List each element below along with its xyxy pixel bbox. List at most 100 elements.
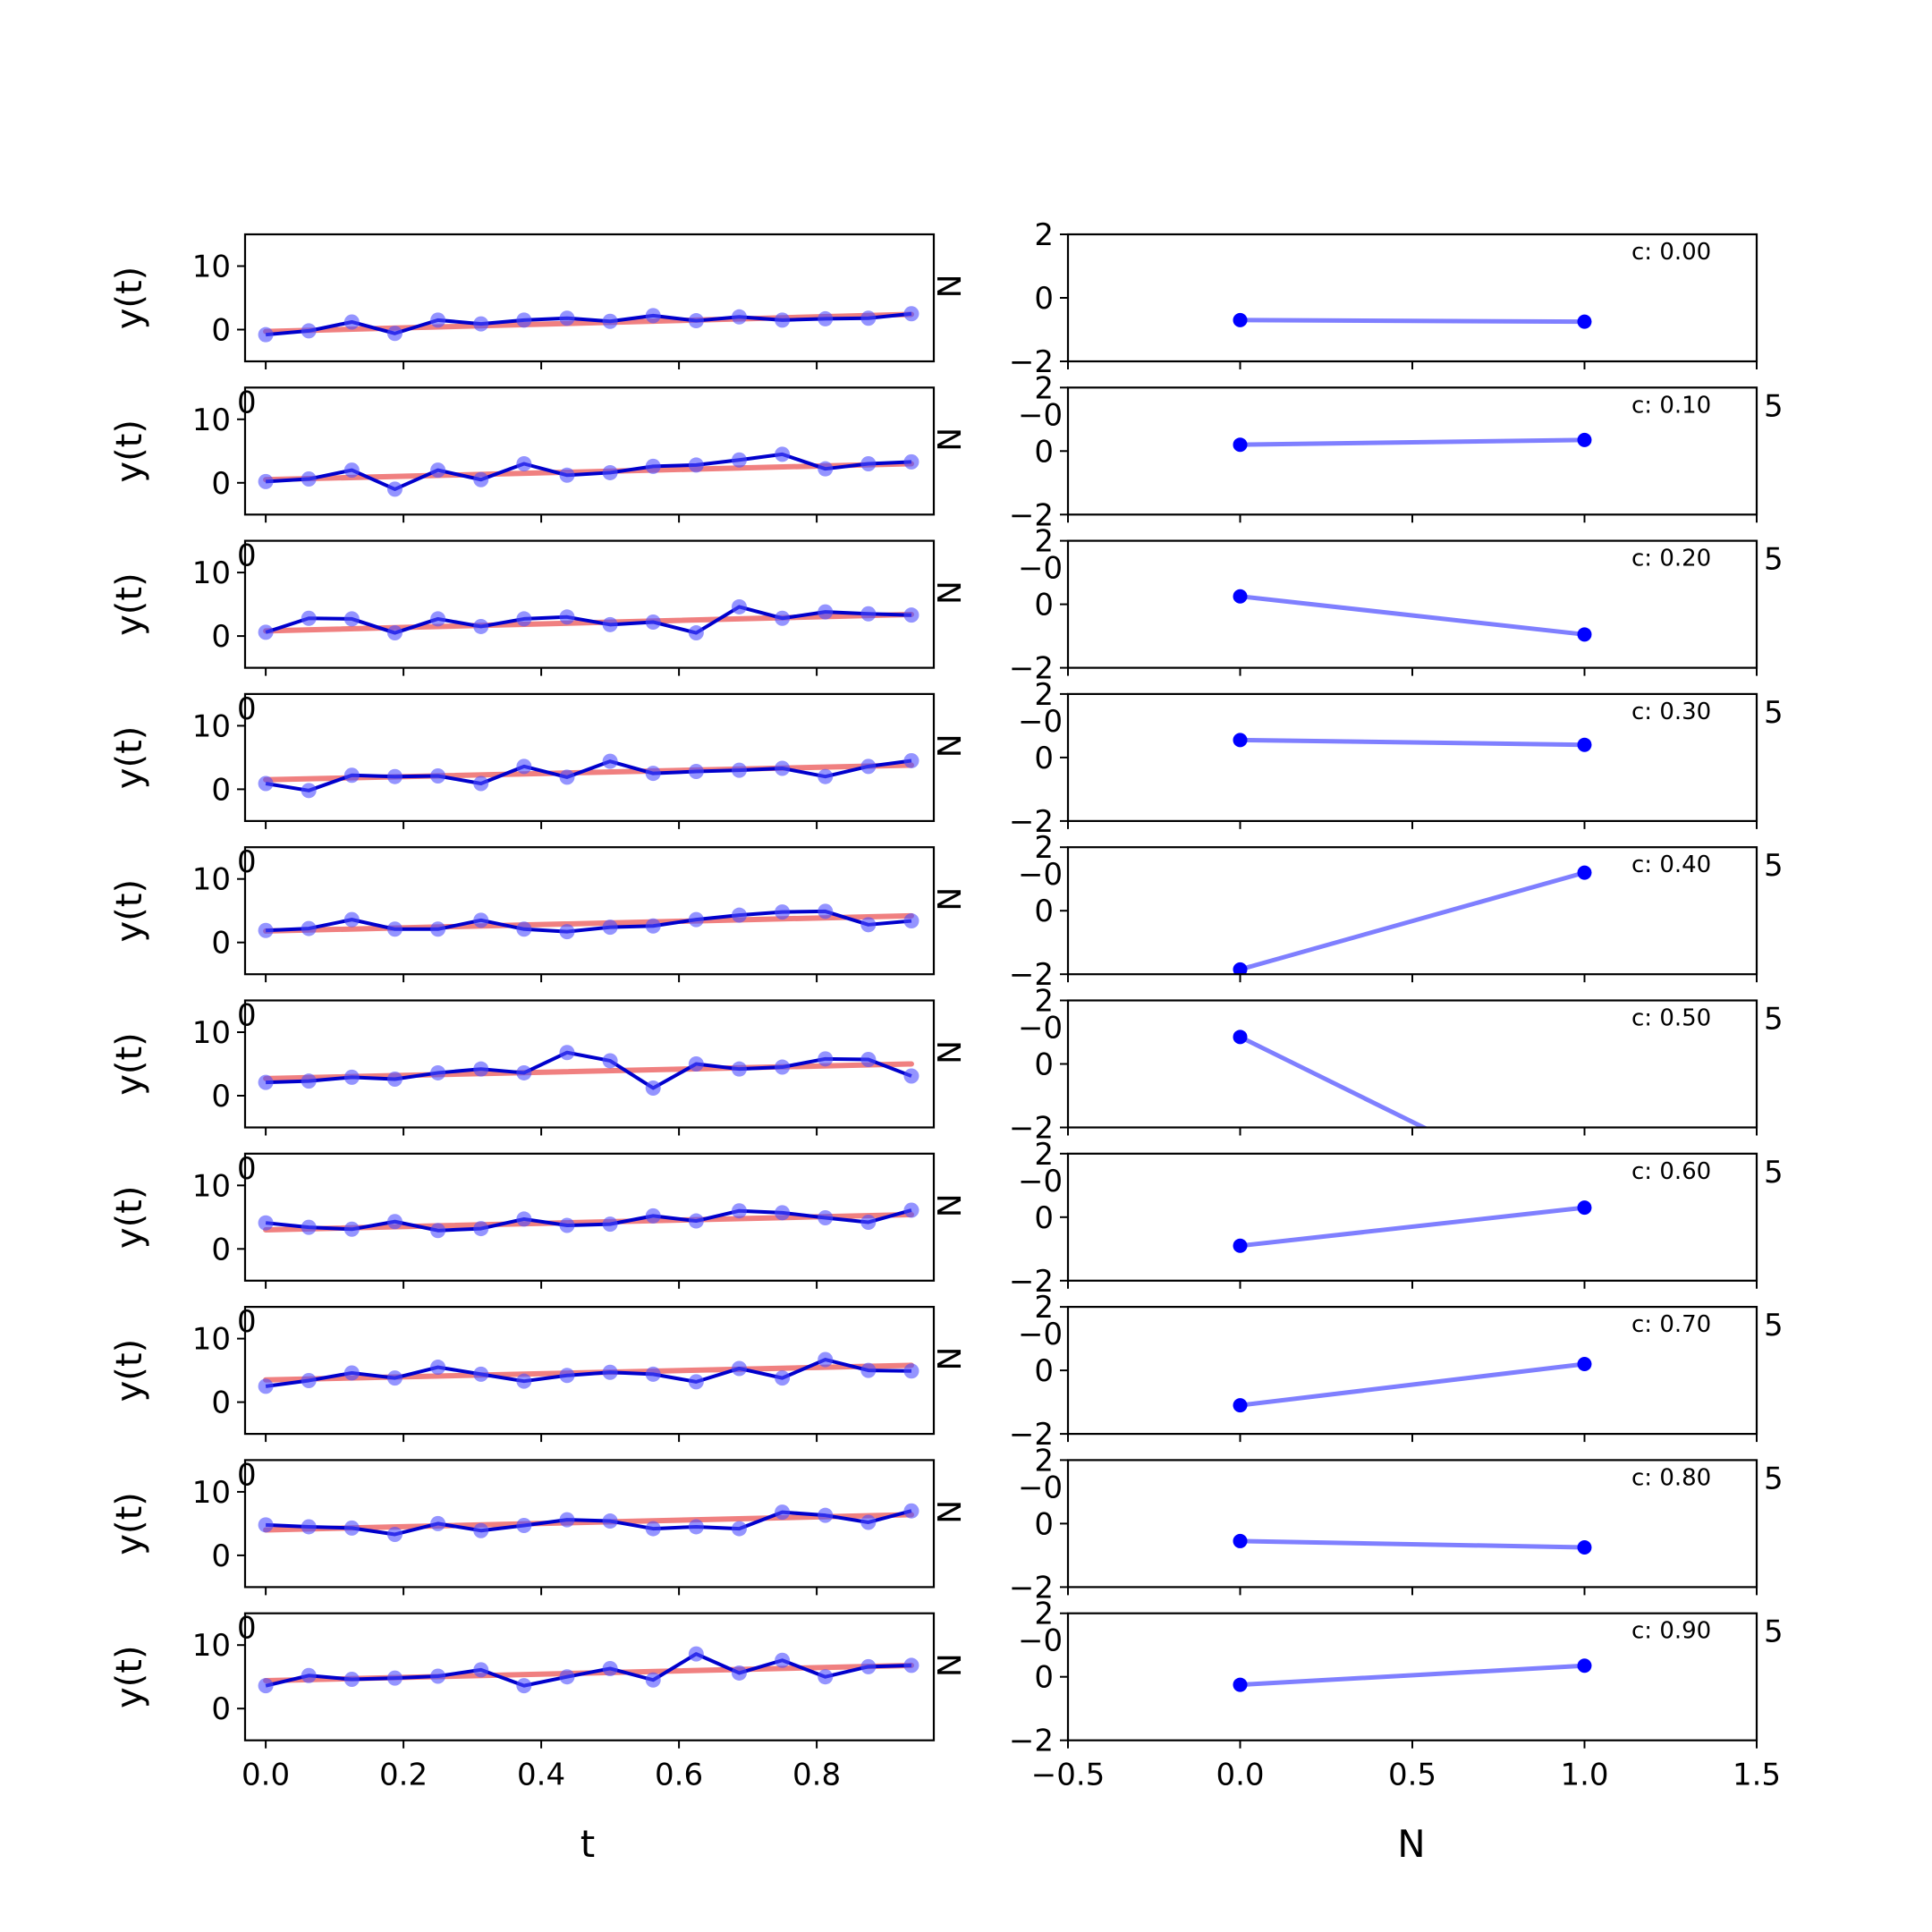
y-tick-label: −2 bbox=[1009, 497, 1054, 533]
data-point bbox=[645, 766, 661, 782]
x-tick-label: 0.8 bbox=[792, 1758, 841, 1793]
weight-plot bbox=[1233, 589, 1592, 642]
overlap-label-n: N bbox=[929, 887, 966, 911]
overlap-tick-fragment-right: 5 bbox=[1764, 695, 1784, 731]
data-point bbox=[731, 1360, 747, 1377]
data-point bbox=[559, 1368, 575, 1384]
y-axis-label: y(t) bbox=[109, 1032, 150, 1096]
data-point bbox=[688, 1374, 704, 1390]
data-point bbox=[731, 452, 747, 468]
overlap-tick-fragment-left: 0 bbox=[237, 538, 257, 574]
y-tick-label: 10 bbox=[192, 862, 231, 898]
overlap-label-n: N bbox=[929, 275, 966, 299]
weight-plot bbox=[1233, 1200, 1592, 1253]
data-point bbox=[818, 768, 834, 784]
y-tick-label: 2 bbox=[1034, 1290, 1054, 1326]
data-point bbox=[386, 1370, 402, 1386]
data-point bbox=[818, 1669, 834, 1685]
weight-plot bbox=[1233, 1357, 1592, 1413]
weight-line bbox=[1240, 437, 1585, 447]
y-tick-label: 0 bbox=[1034, 741, 1054, 776]
weight-line bbox=[1240, 1205, 1585, 1249]
data-point bbox=[775, 1059, 791, 1075]
overlap-tick-fragment-left: 0 bbox=[237, 844, 257, 880]
x-tick-label: 0.0 bbox=[1216, 1758, 1264, 1793]
y-tick-label: 0 bbox=[211, 466, 231, 502]
y-tick-label: 0 bbox=[211, 619, 231, 655]
data-point bbox=[602, 1660, 618, 1676]
data-point bbox=[818, 1352, 834, 1368]
data-point bbox=[516, 456, 532, 471]
y-tick-label: 0 bbox=[1034, 281, 1054, 317]
data-point bbox=[301, 471, 317, 487]
data-point bbox=[473, 1061, 489, 1077]
data-point bbox=[386, 1526, 402, 1542]
y-tick-label: 10 bbox=[192, 1168, 231, 1204]
y-tick-label: 10 bbox=[192, 555, 231, 591]
data-point bbox=[903, 453, 919, 470]
y-tick-label: −2 bbox=[1009, 1417, 1054, 1453]
overlap-tick-fragment-neg: −0 bbox=[1018, 704, 1063, 740]
y-tick-label: 10 bbox=[192, 1322, 231, 1358]
data-point bbox=[688, 1213, 704, 1229]
data-point bbox=[645, 308, 661, 324]
data-point bbox=[903, 1657, 919, 1674]
data-point bbox=[602, 753, 618, 769]
data-point bbox=[731, 762, 747, 778]
data-point bbox=[559, 467, 575, 483]
x-tick-label: 0.6 bbox=[655, 1758, 703, 1793]
data-point bbox=[516, 1373, 532, 1389]
weight-line bbox=[1240, 1663, 1585, 1688]
overlap-tick-fragment-neg: −0 bbox=[1018, 857, 1063, 893]
weight-line bbox=[1240, 594, 1585, 637]
fit-line bbox=[263, 1211, 914, 1233]
axes-frame bbox=[243, 692, 936, 823]
data-point bbox=[430, 1360, 446, 1376]
overlap-tick-fragment-left: 0 bbox=[237, 998, 257, 1034]
overlap-tick-fragment-left: 0 bbox=[237, 691, 257, 727]
fit-line bbox=[263, 1512, 914, 1533]
panel-c-label: c: 0.00 bbox=[1631, 239, 1711, 266]
fit-line bbox=[263, 1061, 914, 1081]
data-point bbox=[559, 924, 575, 940]
data-point bbox=[731, 598, 747, 614]
weight-line bbox=[1239, 870, 1586, 972]
y-tick-label: −2 bbox=[1009, 651, 1054, 687]
data-point bbox=[818, 604, 834, 620]
data-point bbox=[559, 609, 575, 625]
data-point bbox=[688, 1056, 704, 1072]
overlap-tick-fragment-right: 5 bbox=[1764, 1002, 1784, 1038]
data-point bbox=[903, 306, 919, 322]
data-point bbox=[386, 1214, 402, 1230]
data-point bbox=[473, 471, 489, 487]
panel-c-label: c: 0.10 bbox=[1631, 392, 1711, 419]
overlap-label-n: N bbox=[929, 1347, 966, 1371]
data-point bbox=[688, 1646, 704, 1662]
data-point bbox=[516, 312, 532, 328]
data-point bbox=[430, 1223, 446, 1239]
axes-frame bbox=[243, 999, 936, 1129]
data-point bbox=[860, 456, 877, 471]
y-tick-label: 0 bbox=[1034, 588, 1054, 623]
axes-frame bbox=[243, 386, 936, 516]
panel-c-label: c: 0.90 bbox=[1631, 1618, 1711, 1645]
data-point bbox=[818, 1210, 834, 1226]
data-line bbox=[265, 605, 912, 635]
data-point bbox=[645, 1672, 661, 1688]
data-point bbox=[688, 1519, 704, 1535]
weight-point bbox=[1577, 1357, 1592, 1371]
data-point bbox=[903, 1503, 919, 1519]
weight-point bbox=[1577, 1200, 1592, 1216]
data-line bbox=[266, 1050, 912, 1090]
data-point bbox=[688, 764, 704, 780]
data-point bbox=[645, 614, 661, 630]
y-tick-label: 2 bbox=[1034, 1597, 1054, 1632]
overlap-label-n: N bbox=[929, 428, 966, 452]
overlap-tick-fragment-neg: −0 bbox=[1018, 1011, 1063, 1046]
y-tick-label: −2 bbox=[1009, 1570, 1054, 1606]
y-tick-label: 2 bbox=[1034, 677, 1054, 713]
